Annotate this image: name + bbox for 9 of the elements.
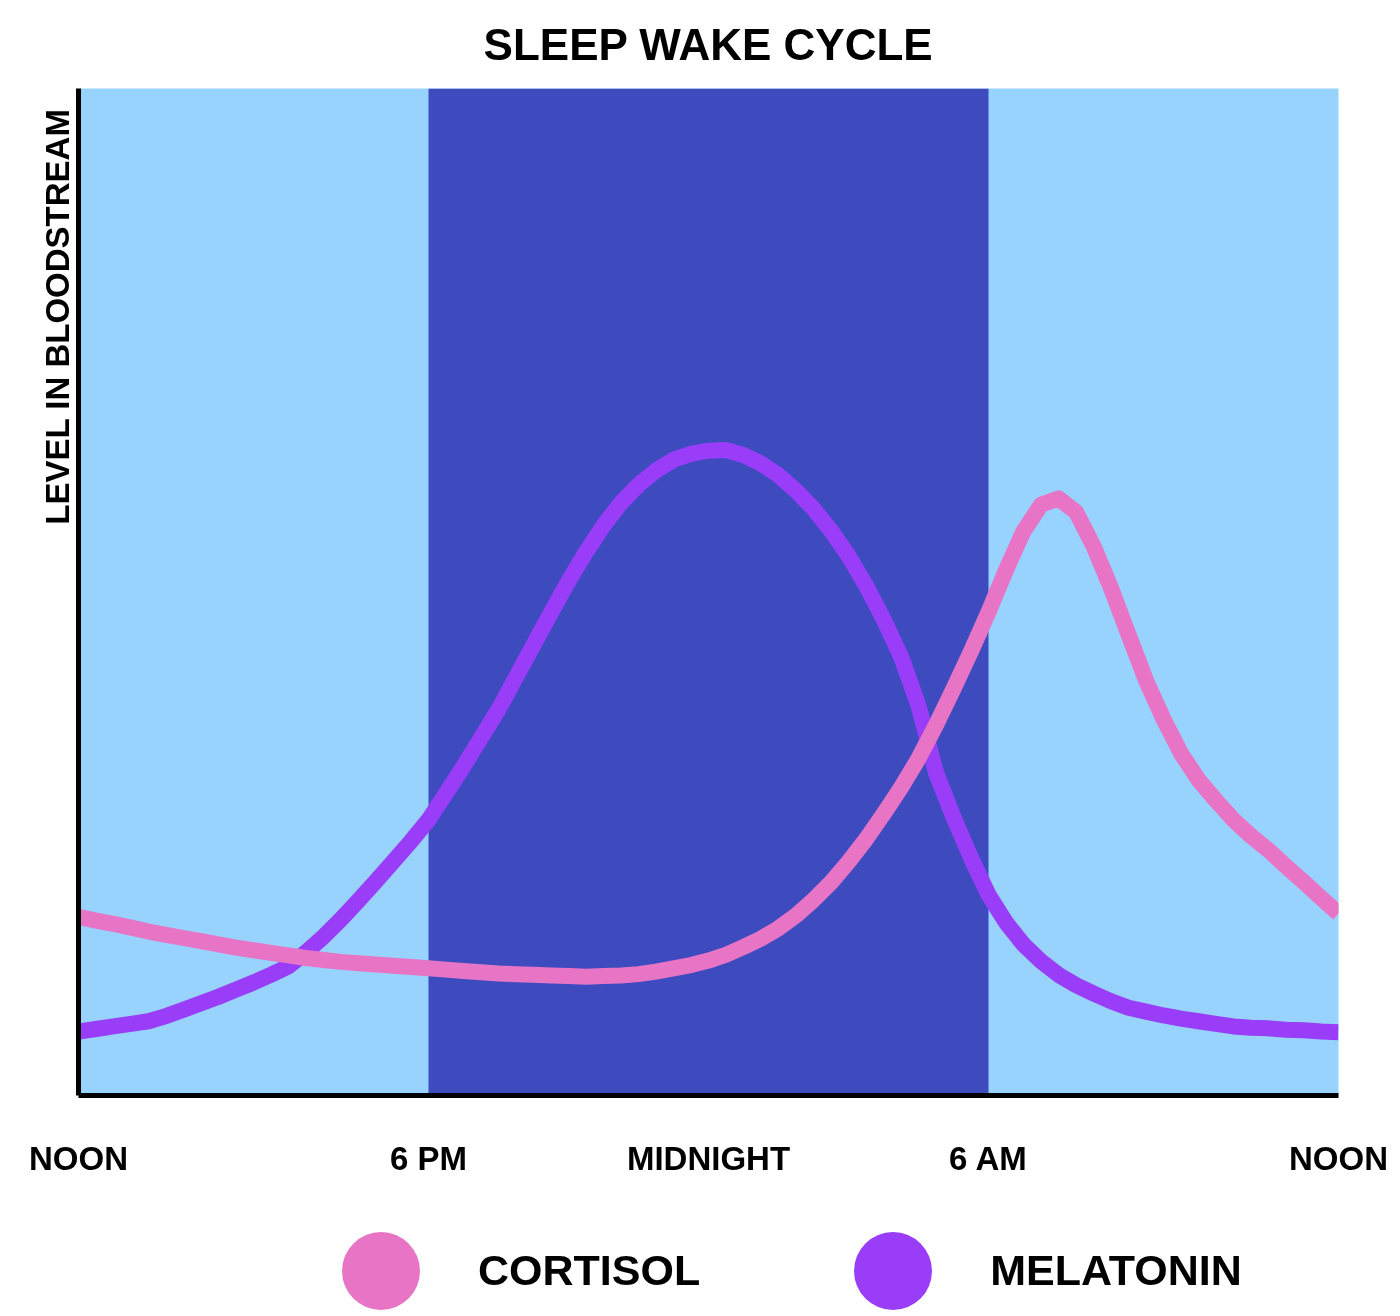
chart-title: SLEEP WAKE CYCLE xyxy=(483,19,933,69)
legend-label: MELATONIN xyxy=(990,1246,1242,1295)
x-tick-label: MIDNIGHT xyxy=(626,1139,791,1177)
x-tick-label: 6 PM xyxy=(389,1139,468,1177)
x-tick-label: NOON xyxy=(29,1139,128,1177)
y-axis-title: LEVEL IN BLOODSTREAM xyxy=(38,109,76,525)
legend-label: CORTISOL xyxy=(478,1246,701,1295)
x-tick-label: NOON xyxy=(1289,1139,1388,1177)
x-tick-label: 6 AM xyxy=(949,1139,1027,1177)
